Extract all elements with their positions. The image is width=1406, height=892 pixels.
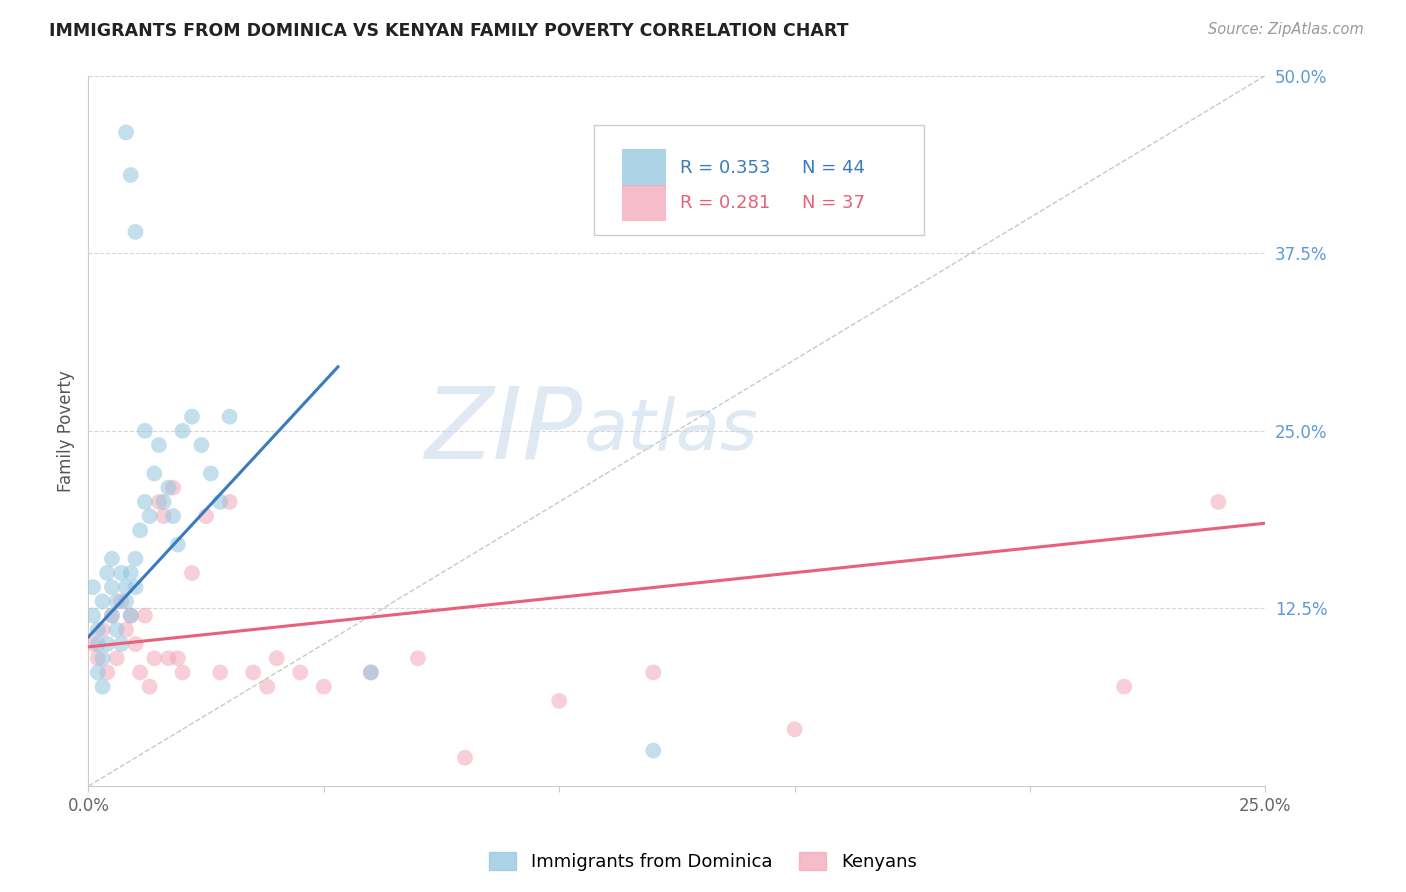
Text: N = 37: N = 37	[801, 194, 865, 212]
Point	[129, 524, 152, 538]
Point	[1114, 680, 1136, 694]
Point	[87, 637, 110, 651]
Legend: Immigrants from Dominica, Kenyans: Immigrants from Dominica, Kenyans	[482, 846, 924, 879]
Point	[120, 168, 142, 182]
Point	[115, 125, 138, 139]
Point	[360, 665, 382, 680]
Point	[124, 637, 146, 651]
Point	[218, 409, 240, 424]
Point	[91, 651, 114, 665]
Point	[290, 665, 312, 680]
Point	[91, 680, 114, 694]
Point	[209, 495, 232, 509]
Text: R = 0.353: R = 0.353	[681, 159, 770, 177]
Point	[643, 743, 665, 757]
Point	[548, 694, 571, 708]
Point	[120, 608, 142, 623]
Text: R = 0.281: R = 0.281	[681, 194, 770, 212]
Point	[181, 409, 204, 424]
Point	[124, 225, 146, 239]
Y-axis label: Family Poverty: Family Poverty	[58, 370, 75, 491]
Point	[87, 623, 110, 637]
Point	[148, 495, 170, 509]
Point	[200, 467, 222, 481]
Point	[110, 566, 132, 580]
Point	[82, 580, 104, 594]
Point	[157, 481, 180, 495]
Point	[124, 551, 146, 566]
Point	[312, 680, 335, 694]
Point	[115, 594, 138, 608]
Point	[96, 665, 118, 680]
Point	[124, 580, 146, 594]
Point	[82, 608, 104, 623]
Point	[152, 509, 174, 524]
Point	[148, 438, 170, 452]
Point	[454, 750, 477, 764]
Text: Source: ZipAtlas.com: Source: ZipAtlas.com	[1208, 22, 1364, 37]
Point	[162, 509, 184, 524]
Point	[166, 651, 188, 665]
Point	[360, 665, 382, 680]
Point	[172, 665, 194, 680]
Point	[105, 594, 128, 608]
Point	[266, 651, 288, 665]
FancyBboxPatch shape	[621, 185, 666, 221]
Point	[101, 608, 124, 623]
Point	[209, 665, 232, 680]
Point	[105, 623, 128, 637]
Point	[101, 580, 124, 594]
Point	[105, 651, 128, 665]
Point	[138, 509, 160, 524]
Point	[96, 637, 118, 651]
Point	[91, 594, 114, 608]
Point	[242, 665, 264, 680]
Point	[172, 424, 194, 438]
Point	[783, 723, 806, 737]
Point	[152, 495, 174, 509]
Point	[181, 566, 204, 580]
Point	[134, 495, 156, 509]
Point	[162, 481, 184, 495]
Point	[87, 651, 110, 665]
Text: N = 44: N = 44	[801, 159, 865, 177]
Point	[406, 651, 429, 665]
Point	[87, 665, 110, 680]
Point	[138, 680, 160, 694]
Point	[190, 438, 212, 452]
Point	[129, 665, 152, 680]
Point	[643, 665, 665, 680]
Point	[110, 594, 132, 608]
Point	[101, 608, 124, 623]
Point	[166, 537, 188, 551]
Point	[143, 651, 166, 665]
Point	[195, 509, 218, 524]
Text: IMMIGRANTS FROM DOMINICA VS KENYAN FAMILY POVERTY CORRELATION CHART: IMMIGRANTS FROM DOMINICA VS KENYAN FAMIL…	[49, 22, 849, 40]
Point	[101, 551, 124, 566]
Text: atlas: atlas	[582, 396, 758, 466]
Point	[134, 424, 156, 438]
Point	[115, 580, 138, 594]
Point	[120, 608, 142, 623]
Point	[1208, 495, 1230, 509]
Point	[256, 680, 278, 694]
Point	[157, 651, 180, 665]
Point	[110, 637, 132, 651]
FancyBboxPatch shape	[595, 125, 924, 235]
FancyBboxPatch shape	[621, 150, 666, 186]
Point	[120, 566, 142, 580]
Point	[82, 637, 104, 651]
Point	[143, 467, 166, 481]
Point	[91, 623, 114, 637]
Point	[115, 623, 138, 637]
Point	[134, 608, 156, 623]
Point	[96, 566, 118, 580]
Text: ZIP: ZIP	[425, 383, 582, 479]
Point	[218, 495, 240, 509]
